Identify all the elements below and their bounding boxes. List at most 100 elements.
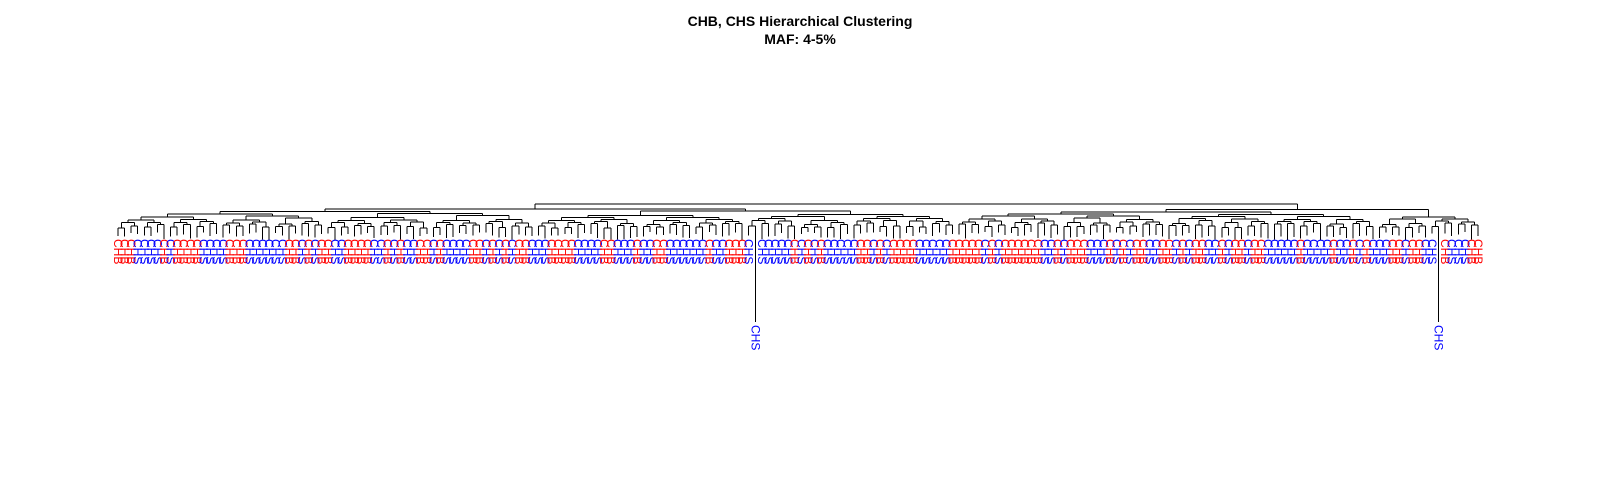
leaf-label: CHS xyxy=(748,325,762,350)
leaf-label: CHS xyxy=(1445,239,1459,264)
leaf-label: CHS xyxy=(867,239,881,264)
leaf-label: CHB xyxy=(735,239,749,264)
leaf-label: CHS xyxy=(400,239,414,264)
leaf-label: CHB xyxy=(302,239,316,264)
leaf-label: CHS xyxy=(1208,239,1222,264)
leaf-label: CHS xyxy=(1320,239,1334,264)
leaf-label: CHS xyxy=(1287,239,1301,264)
leaf-label: CHB xyxy=(893,239,907,264)
leaf-label: CHS xyxy=(709,239,723,264)
leaf-label: CHS xyxy=(1097,239,1111,264)
leaf-label: CHS xyxy=(1418,239,1432,264)
leaf-label: CHB xyxy=(899,239,913,264)
leaf-label: CHB xyxy=(321,239,335,264)
leaf-label: CHB xyxy=(512,239,526,264)
leaf-label: CHS xyxy=(978,239,992,264)
leaf-label: CHB xyxy=(1103,239,1117,264)
leaf-label: CHS xyxy=(913,239,927,264)
leaf-label: CHS xyxy=(150,239,164,264)
leaf-label: CHB xyxy=(722,239,736,264)
leaf-label: CHB xyxy=(1215,239,1229,264)
leaf-label: CHB xyxy=(945,239,959,264)
leaf-label: CHS xyxy=(479,239,493,264)
leaf-label: CHB xyxy=(998,239,1012,264)
leaf-label: CHB xyxy=(1228,239,1242,264)
leaf-label: CHS xyxy=(689,239,703,264)
leaf-label: CHB xyxy=(1051,239,1065,264)
leaf-label: CHS xyxy=(1110,239,1124,264)
leaf-label: CHB xyxy=(972,239,986,264)
leaf-label: CHB xyxy=(229,239,243,264)
leaf-label: CHB xyxy=(729,239,743,264)
leaf-label: CHS xyxy=(623,239,637,264)
leaf-label: CHS xyxy=(1340,239,1354,264)
leaf-label: CHS xyxy=(755,239,769,264)
leaf-label: CHB xyxy=(354,239,368,264)
leaf-label: CHS xyxy=(847,239,861,264)
leaf-label: CHS xyxy=(1451,239,1465,264)
leaf-label: CHB xyxy=(545,239,559,264)
leaf-label: CHB xyxy=(1129,239,1143,264)
leaf-label: CHB xyxy=(420,239,434,264)
leaf-label: CHB xyxy=(1064,239,1078,264)
leaf-label: CHB xyxy=(518,239,532,264)
leaf-label: CHS xyxy=(1307,239,1321,264)
leaf-label: CHS xyxy=(538,239,552,264)
leaf-label: CHS xyxy=(1090,239,1104,264)
leaf-label: CHB xyxy=(1136,239,1150,264)
leaf-label: CHS xyxy=(210,239,224,264)
leaf-label: CHS xyxy=(591,239,605,264)
leaf-label: CHS xyxy=(137,239,151,264)
leaf-label: CHB xyxy=(433,239,447,264)
leaf-label: CHB xyxy=(466,239,480,264)
leaf-label: CHS xyxy=(275,239,289,264)
leaf-label: CHB xyxy=(413,239,427,264)
leaf-label: CHS xyxy=(453,239,467,264)
leaf-label: CHS xyxy=(216,239,230,264)
leaf-label: CHS xyxy=(1123,239,1137,264)
leaf-label: CHB xyxy=(564,239,578,264)
leaf-labels: CHBCHBCHBCHSCHSCHSCHSCHBCHSCHBCHBCHBCHBC… xyxy=(111,239,1485,350)
leaf-label: CHB xyxy=(853,239,867,264)
leaf-label: CHS xyxy=(1432,325,1446,350)
leaf-label: CHS xyxy=(256,239,270,264)
leaf-label: CHB xyxy=(361,239,375,264)
leaf-label: CHB xyxy=(315,239,329,264)
leaf-label: CHB xyxy=(1386,239,1400,264)
leaf-label: CHS xyxy=(610,239,624,264)
leaf-label: CHS xyxy=(1366,239,1380,264)
leaf-label: CHB xyxy=(959,239,973,264)
leaf-label: CHS xyxy=(821,239,835,264)
leaf-label: CHB xyxy=(1412,239,1426,264)
leaf-label: CHS xyxy=(1169,239,1183,264)
leaf-label: CHS xyxy=(269,239,283,264)
leaf-label: CHB xyxy=(1464,239,1478,264)
leaf-label: CHS xyxy=(807,239,821,264)
leaf-label: CHS xyxy=(827,239,841,264)
leaf-label: CHB xyxy=(906,239,920,264)
leaf-label: CHB xyxy=(380,239,394,264)
leaf-label: CHB xyxy=(1156,239,1170,264)
leaf-label: CHB xyxy=(111,239,125,264)
leaf-label: CHB xyxy=(788,239,802,264)
leaf-label: CHS xyxy=(1379,239,1393,264)
leaf-label: CHS xyxy=(242,239,256,264)
leaf-label: CHB xyxy=(860,239,874,264)
leaf-label: CHS xyxy=(203,239,217,264)
leaf-label: CHB xyxy=(170,239,184,264)
leaf-label: CHS xyxy=(1274,239,1288,264)
leaf-label: CHB xyxy=(1018,239,1032,264)
leaf-label: CHS xyxy=(1044,239,1058,264)
leaf-label: CHB xyxy=(1116,239,1130,264)
leaf-label: CHS xyxy=(1142,239,1156,264)
leaf-label: CHS xyxy=(742,239,756,264)
leaf-label: CHB xyxy=(558,239,572,264)
leaf-label: CHB xyxy=(873,239,887,264)
leaf-label: CHS xyxy=(932,239,946,264)
leaf-label: CHS xyxy=(164,239,178,264)
leaf-label: CHS xyxy=(1353,239,1367,264)
leaf-label: CHB xyxy=(1077,239,1091,264)
leaf-label: CHS xyxy=(387,239,401,264)
leaf-label: CHS xyxy=(761,239,775,264)
